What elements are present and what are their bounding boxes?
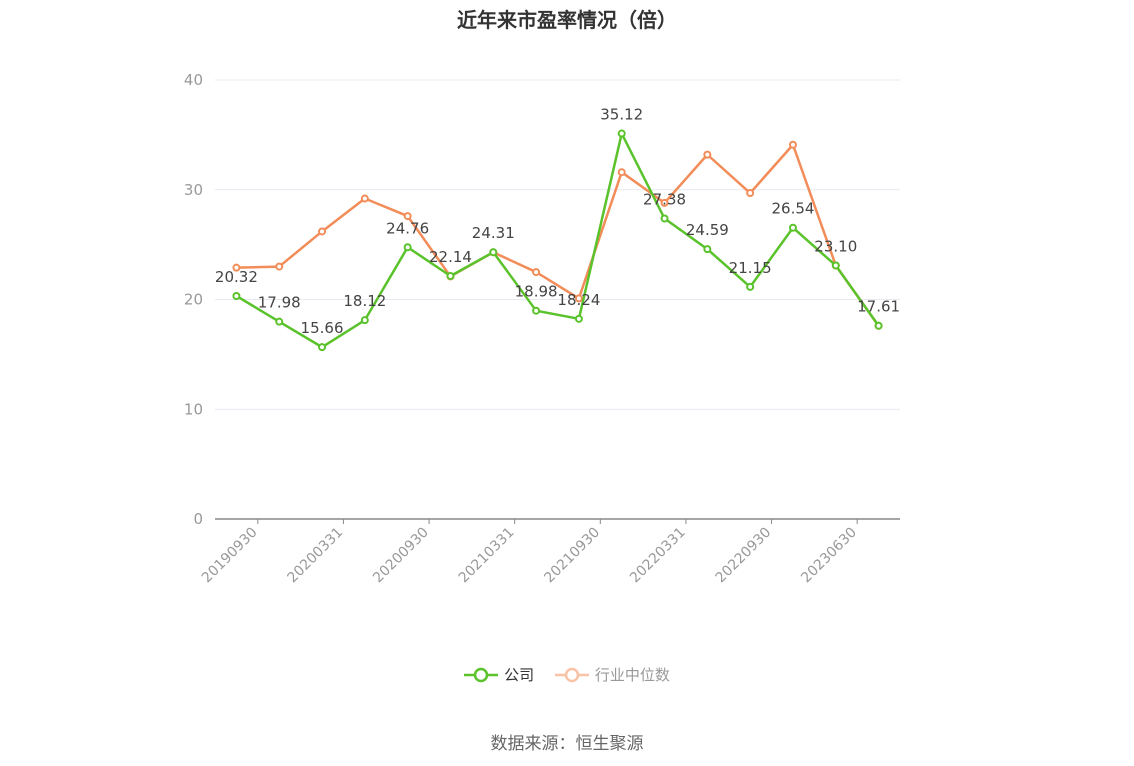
industry-data-point [703,150,712,159]
y-tick-label: 0 [193,510,203,528]
x-tick-label: 20210930 [541,525,603,587]
industry-data-point [788,140,797,149]
x-tick-label: 20230630 [798,525,860,587]
company-data-label: 18.12 [343,292,386,310]
company-data-point [831,261,840,270]
industry-data-point [660,198,669,207]
company-data-label: 24.59 [686,221,729,239]
company-data-label: 17.61 [857,298,900,316]
company-data-point [617,129,626,138]
company-data-label: 15.66 [301,319,344,337]
company-data-point [746,282,755,291]
industry-data-point [275,262,284,271]
company-data-point [874,321,883,330]
company-data-point [232,291,241,300]
company-data-label: 17.98 [258,294,301,312]
chart-legend: 公司 行业中位数 [0,664,1134,687]
y-tick-label: 40 [184,71,203,89]
company-data-point [318,343,327,352]
company-data-label: 24.76 [386,219,429,237]
legend-label-industry: 行业中位数 [594,666,670,684]
x-tick-label: 20210331 [456,525,518,587]
company-data-point [489,248,498,257]
company-data-label: 35.12 [600,106,643,124]
industry-data-point [403,212,412,221]
company-data-point [446,272,455,281]
x-tick-label: 20200930 [370,525,432,587]
pe-ratio-line-chart: 0 10 20 30 40 20190930 20200331 20200930 2021033… [184,71,900,587]
company-data-label: 22.14 [429,248,472,266]
y-tick-label: 20 [184,291,203,309]
industry-data-point [574,294,583,303]
company-data-label: 21.15 [729,259,772,277]
x-tick-label: 20220930 [713,525,775,587]
x-tick-label: 20220331 [627,525,689,587]
legend-label-company: 公司 [504,666,535,684]
company-data-point [660,214,669,223]
industry-data-point [617,168,626,177]
company-data-label: 27.38 [643,191,686,209]
legend-item-industry[interactable]: 行业中位数 [554,664,670,685]
company-data-label: 24.31 [472,224,515,242]
y-tick-label: 10 [184,400,203,418]
industry-data-point [532,268,541,277]
company-data-point [703,245,712,254]
company-data-label: 18.24 [557,291,600,309]
company-data-point [788,223,797,232]
company-data-label: 26.54 [771,200,814,218]
x-tick-label: 20200331 [285,525,347,587]
data-source-note: 数据来源：恒生聚源 [490,734,644,754]
company-data-point [532,306,541,315]
industry-data-point [360,194,369,203]
chart-title: 近年来市盈率情况（倍） [457,8,677,32]
company-data-label: 20.32 [215,268,258,286]
industry-data-point [746,189,755,198]
company-data-point [275,317,284,326]
industry-data-point [318,227,327,236]
x-tick-label: 20190930 [199,525,261,587]
company-data-label: 23.10 [814,237,857,255]
company-data-label: 18.98 [515,283,558,301]
y-tick-label: 30 [184,181,203,199]
industry-data-point [232,263,241,272]
company-data-point [403,243,412,252]
industry-series-line [236,143,880,327]
company-series-line [235,132,880,349]
legend-item-company[interactable]: 公司 [464,664,534,685]
company-data-point [574,314,583,323]
legend-marker-company [464,667,499,682]
legend-marker-industry [554,667,589,682]
company-data-point [360,316,369,325]
